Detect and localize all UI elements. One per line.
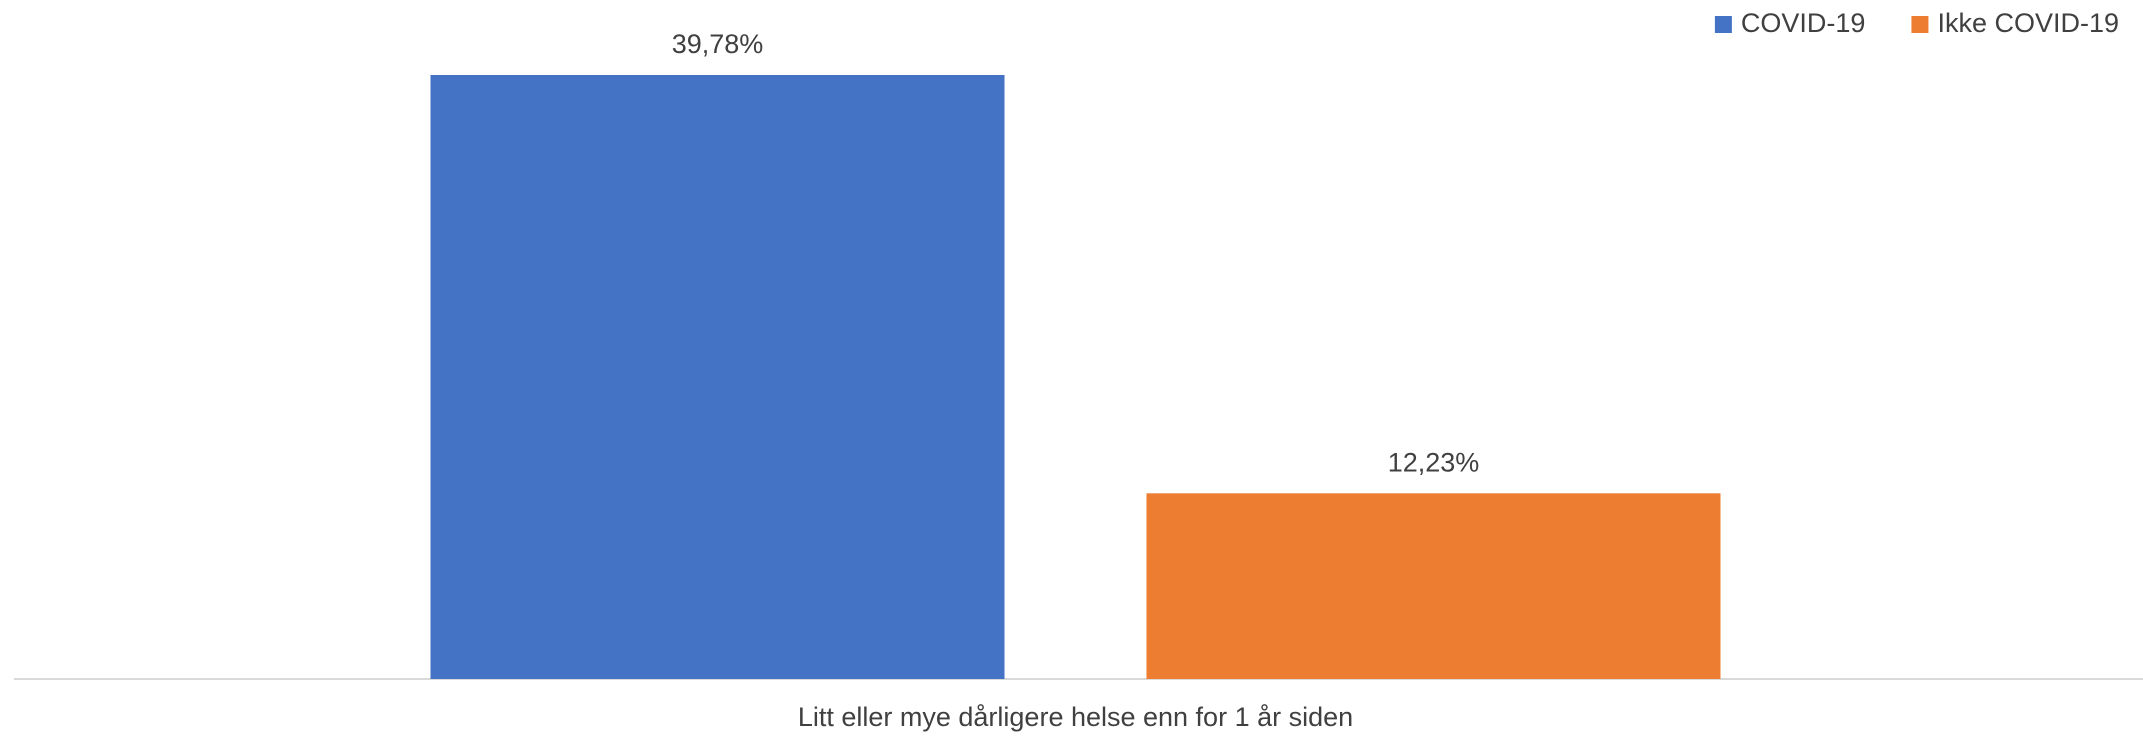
legend-swatch <box>1911 16 1929 33</box>
x-tick-label: Litt eller mye dårligere helse enn for 1… <box>798 702 1353 732</box>
legend-swatch <box>1714 16 1732 33</box>
bar <box>430 75 1005 679</box>
data-label: 39,78% <box>672 29 764 59</box>
legend-label: Ikke COVID-19 <box>1937 8 2119 38</box>
legend-label: COVID-19 <box>1741 8 1866 38</box>
bar <box>1146 493 1721 679</box>
data-label: 12,23% <box>1388 447 1480 477</box>
